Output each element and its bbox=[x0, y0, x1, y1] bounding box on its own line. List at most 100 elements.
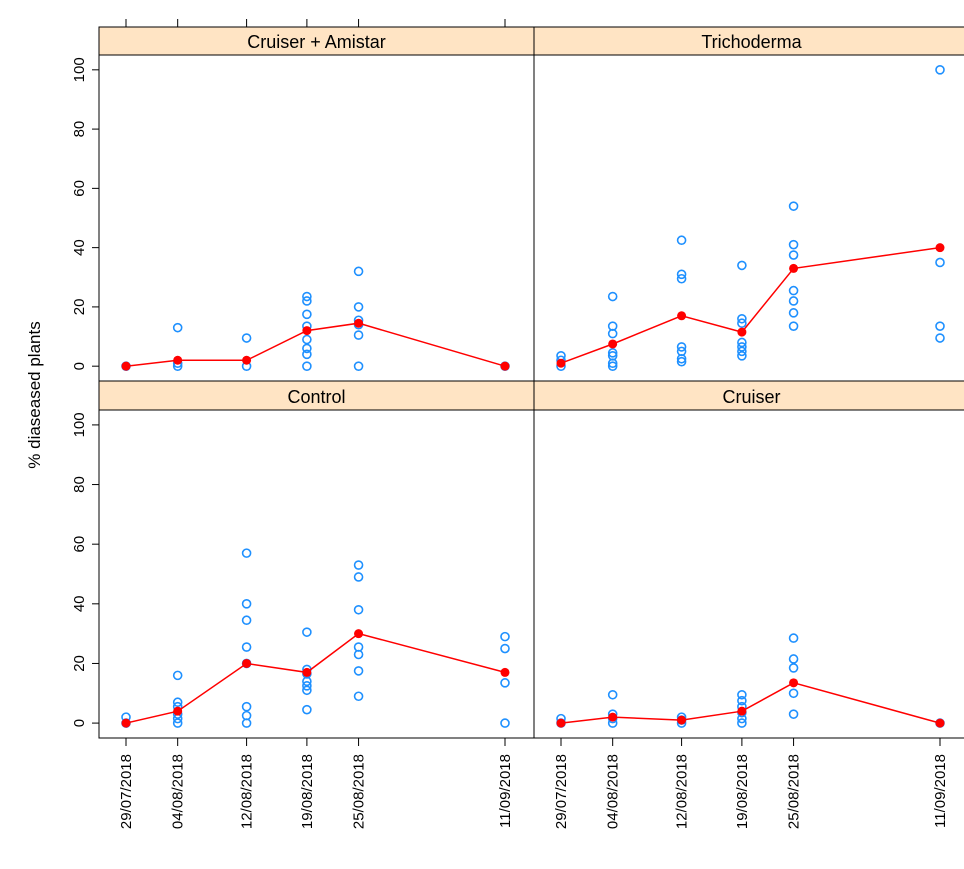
mean-point bbox=[789, 678, 799, 688]
data-point bbox=[353, 604, 364, 615]
data-point bbox=[241, 615, 252, 626]
mean-point bbox=[302, 667, 312, 677]
data-point bbox=[353, 666, 364, 676]
data-point bbox=[353, 330, 364, 340]
data-point bbox=[353, 266, 364, 277]
y-tick-label: 60 bbox=[71, 180, 88, 197]
y-tick-label: 40 bbox=[71, 239, 88, 256]
x-axis-top bbox=[125, 19, 506, 27]
panels: Cruiser + Amistar Trichoderma Control Cruis… bbox=[98, 26, 964, 739]
data-point bbox=[302, 309, 312, 320]
data-point bbox=[241, 599, 252, 609]
data-point bbox=[737, 718, 747, 728]
mean-line bbox=[560, 246, 941, 364]
data-point bbox=[241, 548, 252, 558]
data-point bbox=[788, 201, 799, 211]
data-point bbox=[676, 342, 687, 352]
x-tick-label: 29/07/2018 bbox=[553, 754, 570, 829]
panel-strip bbox=[98, 26, 535, 56]
mean-point bbox=[121, 718, 131, 728]
data-point bbox=[302, 343, 312, 354]
panel-trichoderma: Trichoderma bbox=[533, 26, 964, 382]
data-point bbox=[172, 697, 183, 708]
data-point bbox=[500, 643, 510, 654]
data-point bbox=[788, 308, 799, 318]
data-point bbox=[607, 351, 618, 361]
panel-cruiser: Cruiser bbox=[533, 380, 964, 739]
data-point bbox=[302, 685, 312, 696]
x-tick-label: 04/08/2018 bbox=[170, 754, 187, 829]
y-tick-label: 80 bbox=[71, 121, 88, 138]
data-point bbox=[353, 560, 364, 570]
mean-point bbox=[608, 712, 618, 722]
x-tick-label: 11/09/2018 bbox=[932, 754, 949, 828]
data-point bbox=[241, 701, 252, 712]
y-axis-label: % diaseased plants bbox=[25, 321, 44, 468]
data-point bbox=[353, 361, 364, 371]
mean-point bbox=[556, 358, 566, 368]
mean-point bbox=[354, 629, 364, 639]
y-tick-label: 80 bbox=[71, 476, 88, 493]
y-tick-label: 60 bbox=[71, 536, 88, 553]
data-point bbox=[172, 322, 183, 333]
x-tick-label: 04/08/2018 bbox=[605, 754, 622, 829]
mean-point bbox=[302, 326, 312, 336]
data-point bbox=[353, 572, 364, 582]
data-point bbox=[737, 346, 747, 357]
x-axis-bottom: 29/07/2018 04/08/2018 12/08/2018 19/08/2018… bbox=[553, 738, 949, 829]
data-point bbox=[737, 337, 747, 348]
data-point bbox=[676, 269, 687, 280]
data-point bbox=[241, 642, 252, 652]
data-point bbox=[935, 65, 945, 75]
mean-point bbox=[173, 706, 183, 716]
mean-point bbox=[677, 311, 687, 321]
data-point bbox=[302, 296, 312, 306]
data-point bbox=[676, 356, 687, 367]
data-point bbox=[935, 257, 945, 268]
y-axis: 0 20 40 60 80 100 bbox=[71, 412, 99, 727]
x-tick-label: 12/08/2018 bbox=[674, 754, 691, 829]
panel-frame bbox=[98, 54, 535, 382]
data-point bbox=[302, 704, 312, 715]
data-point bbox=[935, 321, 945, 331]
panel-title: Cruiser + Amistar bbox=[247, 32, 386, 52]
data-point bbox=[607, 348, 618, 358]
data-point bbox=[302, 361, 312, 371]
mean-line bbox=[560, 681, 941, 724]
data-point bbox=[302, 291, 312, 302]
data-point bbox=[607, 321, 618, 331]
mean-point bbox=[354, 318, 364, 328]
mean-point bbox=[121, 361, 131, 371]
x-tick-label: 11/09/2018 bbox=[497, 754, 514, 828]
mean-point bbox=[935, 718, 945, 728]
data-point bbox=[241, 710, 252, 721]
data-point bbox=[172, 670, 183, 681]
mean-point bbox=[173, 355, 183, 365]
y-tick-label: 100 bbox=[71, 412, 88, 437]
data-point bbox=[935, 333, 945, 343]
panel-control: Control bbox=[98, 380, 535, 739]
y-axis: 0 20 40 60 80 100 bbox=[71, 57, 99, 370]
x-axis-bottom: 29/07/2018 04/08/2018 12/08/2018 19/08/2018… bbox=[118, 738, 514, 829]
mean-point bbox=[500, 361, 510, 371]
x-tick-label: 25/08/2018 bbox=[351, 754, 368, 829]
mean-point bbox=[789, 263, 799, 273]
x-tick-label: 25/08/2018 bbox=[786, 754, 803, 829]
panel-frame bbox=[98, 409, 535, 739]
panel-frame bbox=[533, 409, 964, 739]
data-point bbox=[737, 695, 747, 706]
panel-title: Control bbox=[287, 387, 345, 407]
panel-title: Cruiser bbox=[722, 387, 780, 407]
data-point bbox=[172, 718, 183, 728]
data-point bbox=[737, 351, 747, 361]
data-point bbox=[500, 718, 510, 728]
mean-point bbox=[935, 243, 945, 253]
mean-point bbox=[677, 715, 687, 725]
data-point bbox=[788, 688, 799, 699]
y-tick-label: 20 bbox=[71, 299, 88, 316]
data-point bbox=[788, 633, 799, 643]
data-point bbox=[500, 678, 510, 688]
data-point bbox=[676, 235, 687, 246]
data-point bbox=[607, 689, 618, 700]
